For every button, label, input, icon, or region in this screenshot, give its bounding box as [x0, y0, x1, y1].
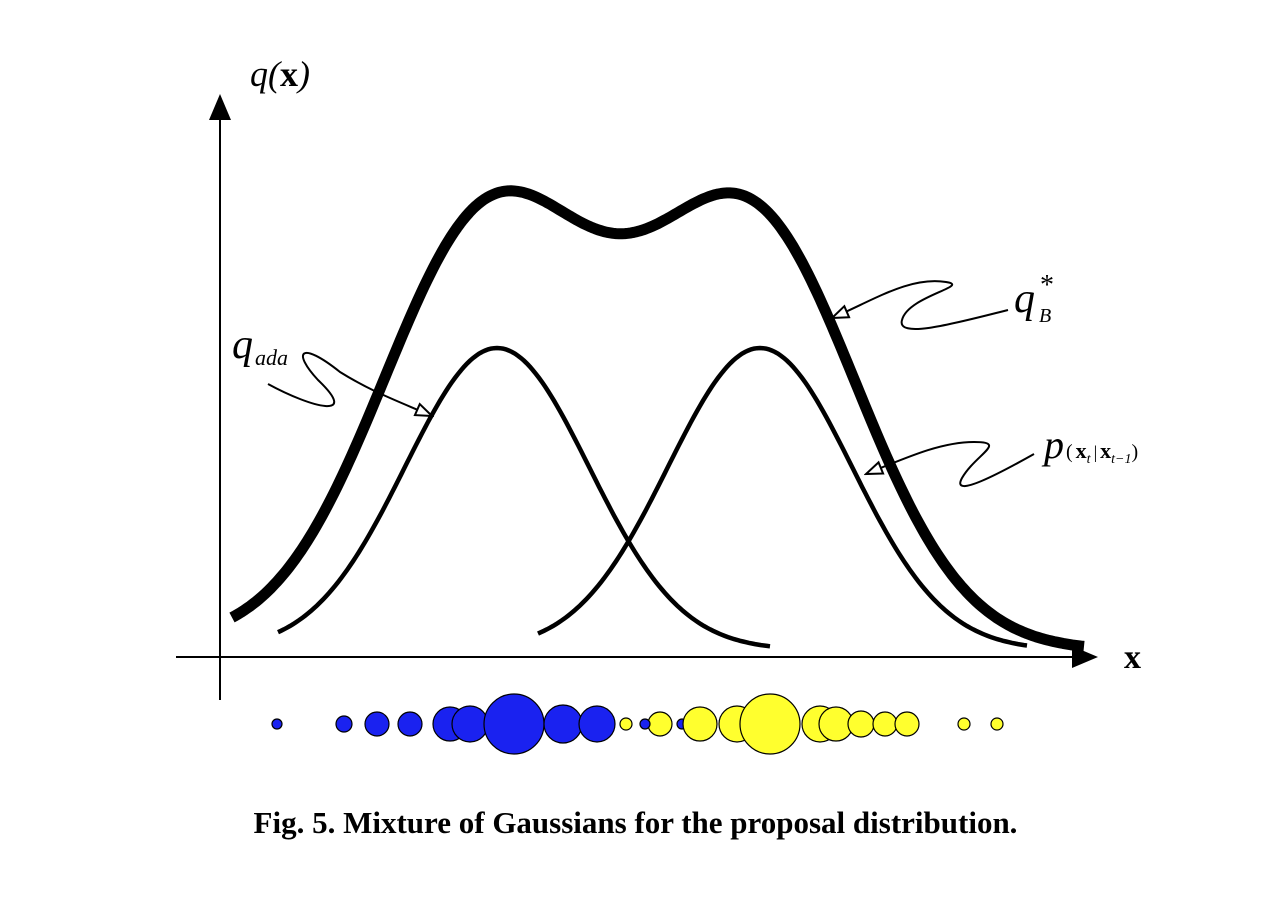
transition-leader-line	[866, 440, 1035, 488]
svg-text:B: B	[1039, 305, 1051, 327]
blue-particle	[364, 711, 390, 737]
yellow-particle	[957, 717, 971, 731]
yellow-particle	[682, 706, 718, 742]
x-axis-arrowhead	[1072, 646, 1098, 668]
q-ada-component-curve	[277, 345, 771, 649]
yellow-particle	[872, 711, 898, 737]
yellow-particle	[647, 711, 673, 737]
q-ada-label: qada	[232, 322, 288, 370]
figure-caption: Fig. 5. Mixture of Gaussians for the pro…	[253, 805, 1018, 840]
svg-text:*: *	[1040, 270, 1054, 301]
q-b-star-curve	[229, 185, 1087, 652]
blue-particle	[483, 693, 545, 755]
blue-particle	[397, 711, 423, 737]
blue-particle	[543, 704, 583, 744]
yellow-particle	[894, 711, 920, 737]
blue-particle	[335, 715, 353, 733]
yellow-particle	[739, 693, 801, 755]
y-axis-arrowhead	[209, 94, 231, 120]
blue-particle	[639, 718, 651, 730]
transition-prior-label: p(xt | xt−1)	[1041, 422, 1138, 467]
q-b-star-leader-line	[832, 280, 1009, 330]
yellow-particle	[990, 717, 1004, 731]
blue-particle	[578, 705, 616, 743]
blue-particle	[271, 718, 283, 730]
x-axis-label: x	[1124, 639, 1141, 676]
transition-prior-component-curve	[537, 345, 1028, 648]
particle-row	[271, 693, 1004, 755]
yellow-particle	[619, 717, 633, 731]
blue-particle	[451, 705, 489, 743]
q-ada-leader-line	[267, 352, 432, 416]
yellow-particle	[847, 710, 875, 738]
svg-text:q: q	[1014, 276, 1035, 322]
q-b-star-label: q * B	[1014, 270, 1054, 327]
y-axis-label: q(x)	[250, 54, 310, 94]
